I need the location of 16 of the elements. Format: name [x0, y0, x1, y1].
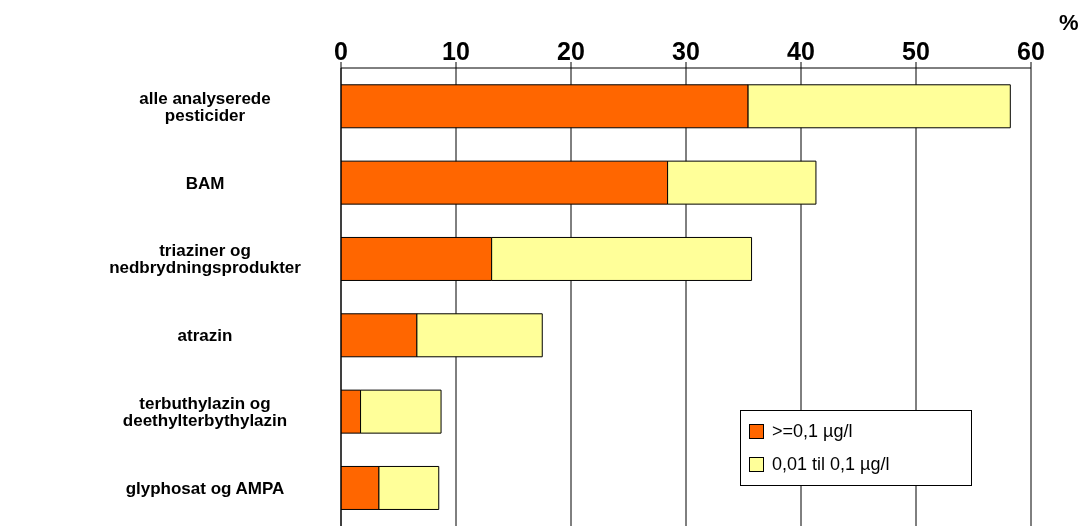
x-axis-title: % — [1059, 10, 1079, 35]
y-tick-label: BAM — [185, 173, 225, 193]
y-tick-label: atrazin — [177, 326, 233, 346]
x-tick-label: 30 — [672, 37, 700, 65]
x-tick-label: 60 — [1017, 37, 1045, 65]
legend-label: >=0,1 µg/l — [772, 421, 853, 442]
y-tick-label: terbuthylazin og deethylterbythylazin — [122, 394, 288, 431]
y-tick-label: glyphosat og AMPA — [125, 478, 285, 498]
legend-label: 0,01 til 0,1 µg/l — [772, 454, 890, 475]
y-tick-label: triaziner og nedbrydningsprodukter — [109, 241, 302, 278]
x-tick-label: 0 — [334, 37, 348, 65]
x-tick-label: 10 — [442, 37, 470, 65]
x-tick-label: 20 — [557, 37, 585, 65]
x-tick-label: 50 — [902, 37, 930, 65]
x-tick-label: 40 — [787, 37, 815, 65]
y-tick-label: alle analyserede pesticider — [139, 88, 271, 125]
